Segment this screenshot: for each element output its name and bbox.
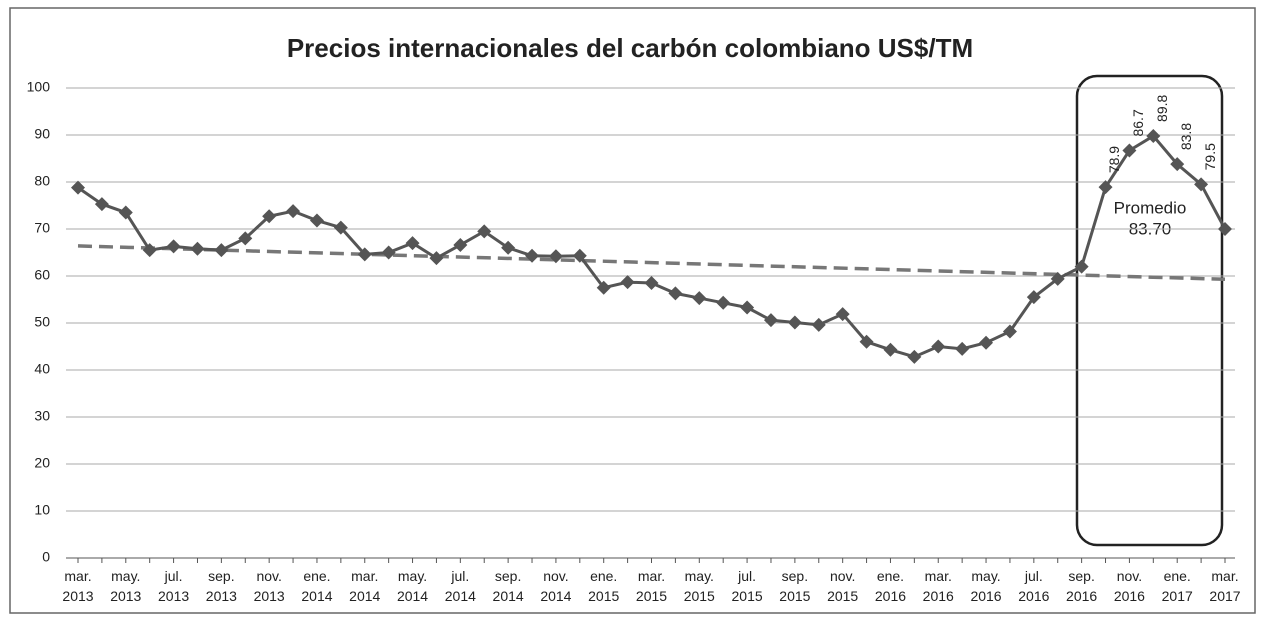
x-tick-label: mar. 2014 bbox=[349, 568, 380, 604]
marker bbox=[453, 237, 468, 252]
marker bbox=[166, 239, 181, 254]
marker bbox=[1122, 143, 1137, 158]
y-tick-label: 50 bbox=[34, 314, 50, 330]
marker bbox=[548, 249, 563, 264]
x-tick-label: nov. 2016 bbox=[1114, 568, 1145, 604]
marker bbox=[71, 180, 85, 195]
marker bbox=[1146, 128, 1161, 143]
marker bbox=[835, 307, 850, 322]
marker bbox=[381, 245, 396, 260]
marker bbox=[883, 342, 898, 357]
marker bbox=[1026, 290, 1041, 305]
x-tick-label: may. 2013 bbox=[110, 568, 141, 604]
marker bbox=[620, 275, 635, 290]
marker bbox=[740, 300, 755, 315]
marker bbox=[333, 220, 348, 235]
x-tick-label: ene. 2015 bbox=[588, 568, 619, 604]
marker bbox=[286, 204, 301, 219]
x-tick-label: nov. 2013 bbox=[254, 568, 285, 604]
x-tick-label: ene. 2014 bbox=[301, 568, 332, 604]
marker bbox=[979, 335, 994, 350]
y-tick-label: 30 bbox=[34, 408, 50, 424]
marker bbox=[357, 247, 372, 262]
x-tick-label: mar. 2013 bbox=[62, 568, 93, 604]
y-tick-label: 40 bbox=[34, 361, 50, 377]
x-tick-label: may. 2014 bbox=[397, 568, 428, 604]
marker bbox=[405, 236, 420, 251]
marker bbox=[931, 339, 946, 354]
x-tick-label: sep. 2016 bbox=[1066, 568, 1097, 604]
marker bbox=[572, 248, 587, 263]
y-tick-label: 20 bbox=[34, 455, 50, 471]
y-tick-label: 60 bbox=[34, 267, 50, 283]
y-tick-label: 0 bbox=[42, 549, 50, 565]
marker bbox=[1218, 222, 1232, 236]
marker bbox=[262, 209, 277, 224]
trendline bbox=[77, 244, 1226, 282]
y-tick-label: 90 bbox=[34, 126, 50, 142]
data-label: 83.8 bbox=[1178, 123, 1194, 150]
x-tick-label: jul. 2016 bbox=[1018, 568, 1049, 604]
x-tick-label: may. 2015 bbox=[684, 568, 715, 604]
x-tick-label: nov. 2015 bbox=[827, 568, 858, 604]
x-tick-label: may. 2016 bbox=[970, 568, 1001, 604]
data-label: 86.7 bbox=[1130, 109, 1146, 136]
marker bbox=[238, 231, 253, 246]
x-tick-label: sep. 2013 bbox=[206, 568, 237, 604]
marker bbox=[955, 341, 970, 356]
x-tick-label: ene. 2016 bbox=[875, 568, 906, 604]
marker bbox=[668, 286, 683, 301]
x-tick-label: ene. 2017 bbox=[1162, 568, 1193, 604]
marker bbox=[692, 291, 707, 306]
marker bbox=[1002, 324, 1017, 339]
marker bbox=[214, 243, 229, 258]
data-label: 79.5 bbox=[1202, 143, 1218, 170]
marker bbox=[787, 315, 802, 330]
marker bbox=[501, 240, 516, 255]
x-tick-label: mar. 2017 bbox=[1209, 568, 1240, 604]
marker bbox=[309, 213, 324, 228]
x-tick-label: jul. 2015 bbox=[732, 568, 763, 604]
y-tick-label: 100 bbox=[27, 79, 51, 95]
marker bbox=[644, 276, 659, 291]
marker bbox=[1170, 157, 1185, 172]
marker bbox=[1074, 259, 1089, 274]
marker bbox=[477, 224, 492, 239]
x-tick-label: sep. 2015 bbox=[779, 568, 810, 604]
marker bbox=[94, 197, 109, 212]
annotation: Promedio bbox=[1114, 198, 1187, 217]
y-tick-label: 80 bbox=[34, 173, 50, 189]
marker bbox=[859, 334, 874, 349]
x-tick-label: mar. 2015 bbox=[636, 568, 667, 604]
marker bbox=[1098, 180, 1113, 195]
marker bbox=[1050, 271, 1065, 286]
marker bbox=[763, 313, 778, 328]
marker bbox=[1194, 177, 1209, 192]
frame bbox=[9, 7, 1256, 614]
marker bbox=[118, 205, 133, 220]
marker bbox=[190, 241, 205, 256]
chart-title: Precios internacionales del carbón colom… bbox=[287, 33, 973, 63]
marker bbox=[907, 349, 922, 364]
marker bbox=[811, 317, 826, 332]
data-label: 78.9 bbox=[1106, 146, 1122, 173]
line bbox=[77, 133, 1227, 359]
x-tick-label: mar. 2016 bbox=[923, 568, 954, 604]
marker bbox=[429, 251, 444, 266]
data-label: 89.8 bbox=[1154, 94, 1170, 121]
marker bbox=[596, 280, 611, 295]
marker bbox=[142, 243, 157, 258]
highlight-box bbox=[1075, 74, 1224, 547]
x-tick-label: sep. 2014 bbox=[493, 568, 524, 604]
x-tick-label: jul. 2014 bbox=[445, 568, 476, 604]
y-tick-label: 10 bbox=[34, 502, 50, 518]
marker bbox=[716, 295, 731, 310]
y-tick-label: 70 bbox=[34, 220, 50, 236]
marker bbox=[525, 248, 540, 263]
x-tick-label: jul. 2013 bbox=[158, 568, 189, 604]
x-tick-label: nov. 2014 bbox=[540, 568, 571, 604]
